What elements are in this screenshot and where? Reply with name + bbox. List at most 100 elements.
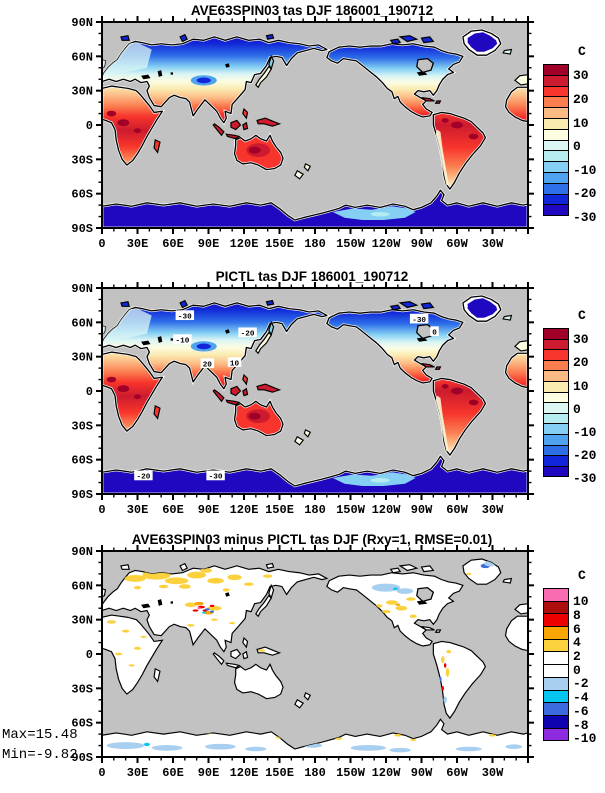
- x-tick-label: 150E: [265, 503, 294, 517]
- colorbar-tick-label: 8: [573, 607, 581, 623]
- y-tick-label: 60N: [71, 50, 93, 64]
- panel-3-title: AVE63SPIN03 minus PICTL tas DJF (Rxy=1, …: [132, 532, 492, 547]
- x-tick-label: 60W: [446, 237, 468, 251]
- colorbar-tick-label: -2: [573, 676, 589, 692]
- contour-label: -30: [209, 474, 223, 482]
- y-tick-label: 30S: [71, 682, 93, 696]
- x-tick-label: 180: [304, 766, 326, 780]
- colorbar-tick-label: -10: [573, 162, 597, 178]
- colorbar-tick-label: 10: [573, 115, 589, 131]
- colorbar-tick-label: -10: [573, 424, 597, 440]
- contour-label: 0: [432, 330, 437, 338]
- x-tick-label: 60E: [162, 503, 184, 517]
- colorbar-tick-label: -30: [573, 471, 597, 487]
- x-tick-label: 0: [98, 503, 105, 517]
- x-tick-label: 0: [98, 237, 105, 251]
- x-tick-label: 180: [304, 237, 326, 251]
- y-tick-label: 90N: [71, 16, 93, 30]
- y-tick-label: 90N: [71, 545, 93, 559]
- x-tick-label: 60E: [162, 766, 184, 780]
- y-tick-label: 90N: [71, 282, 93, 296]
- x-tick-label: 90E: [198, 503, 220, 517]
- contour-label-chip: [175, 310, 195, 321]
- panel-2-colorbar-unit: C: [578, 308, 586, 323]
- contour-label: 20: [203, 362, 213, 370]
- contour-label: -30: [412, 317, 426, 325]
- y-tick-label: 30S: [71, 419, 93, 433]
- y-tick-label: 60N: [71, 316, 93, 330]
- contour-label-chip: [206, 470, 225, 481]
- colorbar-cell: [543, 689, 569, 704]
- colorbar-tick-label: 20: [573, 355, 589, 371]
- contour-label-chip: [238, 327, 257, 338]
- x-tick-label: 120E: [230, 237, 259, 251]
- x-tick-label: 150E: [265, 766, 294, 780]
- y-tick-label: 60N: [71, 579, 93, 593]
- y-tick-label: 0: [86, 385, 93, 399]
- colorbar-cell: [543, 676, 569, 691]
- x-tick-label: 150W: [336, 237, 366, 251]
- x-tick-label: 120W: [372, 237, 402, 251]
- y-tick-label: 60S: [71, 188, 93, 202]
- colorbar-tick-label: -20: [573, 448, 597, 464]
- y-tick-label: 0: [86, 648, 93, 662]
- x-tick-label: 120E: [230, 766, 259, 780]
- colorbar-cell: [543, 626, 569, 640]
- colorbar-tick-label: 20: [573, 91, 589, 107]
- colorbar-cell: [543, 714, 569, 729]
- colorbar-tick-label: 10: [573, 594, 589, 610]
- colorbar-tick-label: 2: [573, 649, 581, 664]
- x-tick-label: 150W: [336, 766, 366, 780]
- x-tick-label: 90W: [411, 237, 433, 251]
- colorbar-cell: [543, 727, 569, 742]
- contour-label: -20: [137, 474, 151, 482]
- contour-label-chip: [409, 313, 429, 324]
- x-tick-label: 30E: [127, 237, 149, 251]
- contour-label-chip: [200, 358, 215, 369]
- panel-1-map: [102, 22, 528, 228]
- x-tick-label: 90E: [198, 766, 220, 780]
- y-tick-label: 90S: [71, 488, 93, 502]
- panel-2-colorbar: [543, 328, 569, 478]
- colorbar-cell: [543, 600, 569, 615]
- x-tick-label: 150W: [336, 503, 366, 517]
- x-tick-label: 150E: [265, 237, 294, 251]
- colorbar-tick-label: 6: [573, 621, 581, 637]
- y-tick-label: 30N: [71, 351, 93, 365]
- x-tick-label: 60W: [446, 503, 468, 517]
- contour-label-chip: [173, 334, 192, 345]
- x-tick-label: 120W: [372, 503, 402, 517]
- y-tick-label: 30N: [71, 85, 93, 99]
- colorbar-cell: [543, 638, 569, 653]
- panel-3-colorbar-unit: C: [578, 568, 586, 583]
- colorbar-tick-label: 30: [573, 68, 589, 84]
- x-tick-label: 30W: [482, 237, 504, 251]
- colorbar-cell: [543, 613, 569, 628]
- x-tick-label: 90W: [411, 766, 433, 780]
- panel-3-colorbar: [543, 588, 569, 742]
- x-tick-label: 180: [304, 503, 326, 517]
- colorbar-tick-label: -8: [573, 717, 589, 733]
- y-tick-label: 90S: [71, 222, 93, 236]
- x-tick-label: 90W: [411, 503, 433, 517]
- colorbar-tick-label: 30: [573, 332, 589, 348]
- colorbar-tick-label: -4: [573, 690, 589, 706]
- panel-3-figure: AVE63SPIN03 minus PICTL tas DJF (Rxy=1, …: [71, 532, 534, 780]
- panel-1-title: AVE63SPIN03 tas DJF 186001_190712: [191, 3, 433, 18]
- x-tick-label: 30W: [482, 766, 504, 780]
- colorbar-cell: [543, 702, 569, 716]
- y-tick-label: 30N: [71, 614, 93, 628]
- x-tick-label: 0: [98, 766, 105, 780]
- x-tick-label: 30W: [482, 503, 504, 517]
- contour-label-chip: [430, 326, 439, 337]
- colorbar-tick-label: -10: [573, 731, 597, 747]
- colorbar-tick-label: 4: [573, 635, 581, 651]
- x-tick-label: 120E: [230, 503, 259, 517]
- y-tick-label: 0: [86, 119, 93, 133]
- x-tick-label: 120W: [372, 766, 402, 780]
- stat-max: Max=15.48: [2, 727, 78, 743]
- x-tick-label: 30E: [127, 766, 149, 780]
- y-tick-label: 60S: [71, 717, 93, 731]
- colorbar-tick-label: 0: [573, 401, 581, 417]
